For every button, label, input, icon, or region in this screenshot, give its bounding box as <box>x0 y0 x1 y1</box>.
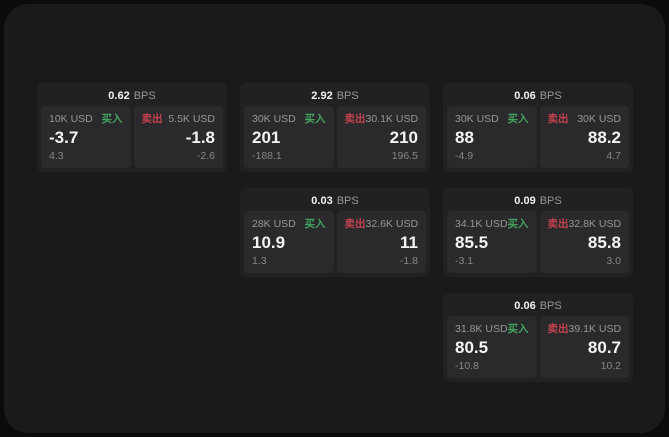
quote-card: 0.03 BPS 28K USD 买入 10.9 1.3 卖出 32.6K USD… <box>240 188 430 277</box>
quotes-panel: 0.62 BPS 10K USD 买入 -3.7 4.3 卖出 5.5K USD … <box>4 4 665 433</box>
buy-delta: -3.1 <box>455 255 474 267</box>
buy-quote-tile[interactable]: 30K USD 买入 88 -4.9 <box>447 106 537 168</box>
spread-bps-value: 0.09 <box>514 195 536 207</box>
spread-header: 0.06 BPS <box>447 87 629 106</box>
spread-header: 0.09 BPS <box>447 192 629 211</box>
buy-quote-tile[interactable]: 34.1K USD 买入 85.5 -3.1 <box>447 211 537 273</box>
buy-amount: 28K USD <box>252 218 296 230</box>
sell-delta: -1.8 <box>399 255 418 267</box>
sell-tag: 卖出 <box>547 113 569 125</box>
spread-header: 2.92 BPS <box>244 87 426 106</box>
sell-quote-tile[interactable]: 卖出 5.5K USD -1.8 -2.6 <box>133 106 223 168</box>
buy-delta: -4.9 <box>455 150 474 162</box>
spread-bps-unit: BPS <box>133 90 156 102</box>
sell-price: 210 <box>389 128 418 147</box>
spread-bps-value: 2.92 <box>311 90 333 102</box>
buy-delta: 1.3 <box>252 255 267 267</box>
sell-delta: 4.7 <box>606 150 621 162</box>
sell-amount: 30.1K USD <box>365 113 419 125</box>
spread-bps-value: 0.06 <box>514 300 536 312</box>
buy-delta: -10.8 <box>455 360 479 372</box>
sell-tag: 卖出 <box>344 218 366 230</box>
buy-price: 80.5 <box>455 338 489 357</box>
buy-delta: 4.3 <box>49 150 64 162</box>
quote-card: 0.09 BPS 34.1K USD 买入 85.5 -3.1 卖出 32.8K … <box>443 188 633 277</box>
quote-card: 0.06 BPS 30K USD 买入 88 -4.9 卖出 30K USD 88… <box>443 83 633 172</box>
sell-amount: 30K USD <box>577 113 621 125</box>
spread-bps-unit: BPS <box>539 300 562 312</box>
buy-quote-tile[interactable]: 10K USD 买入 -3.7 4.3 <box>41 106 131 168</box>
buy-quote-tile[interactable]: 31.8K USD 买入 80.5 -10.8 <box>447 316 537 378</box>
spread-header: 0.06 BPS <box>447 297 629 316</box>
sell-delta: -2.6 <box>196 150 215 162</box>
sell-tag: 卖出 <box>141 113 163 125</box>
spread-bps-value: 0.03 <box>311 195 333 207</box>
buy-amount: 30K USD <box>455 113 499 125</box>
quote-card: 0.06 BPS 31.8K USD 买入 80.5 -10.8 卖出 39.1K… <box>443 293 633 382</box>
sell-amount: 32.6K USD <box>365 218 419 230</box>
buy-quote-tile[interactable]: 28K USD 买入 10.9 1.3 <box>244 211 334 273</box>
quote-card: 0.62 BPS 10K USD 买入 -3.7 4.3 卖出 5.5K USD … <box>37 83 227 172</box>
sell-quote-tile[interactable]: 卖出 30.1K USD 210 196.5 <box>336 106 426 168</box>
sell-tag: 卖出 <box>547 323 569 335</box>
buy-tag: 买入 <box>507 113 529 125</box>
buy-amount: 10K USD <box>49 113 93 125</box>
spread-bps-unit: BPS <box>539 195 562 207</box>
spread-header: 0.62 BPS <box>41 87 223 106</box>
buy-amount: 30K USD <box>252 113 296 125</box>
sell-amount: 39.1K USD <box>568 323 622 335</box>
sell-delta: 196.5 <box>391 150 418 162</box>
sell-tag: 卖出 <box>344 113 366 125</box>
sell-amount: 32.8K USD <box>568 218 622 230</box>
spread-header: 0.03 BPS <box>244 192 426 211</box>
sell-price: 80.7 <box>587 338 621 357</box>
sell-price: 11 <box>400 233 418 252</box>
quote-cards-grid: 0.62 BPS 10K USD 买入 -3.7 4.3 卖出 5.5K USD … <box>37 83 633 382</box>
buy-tag: 买入 <box>101 113 123 125</box>
spread-bps-unit: BPS <box>539 90 562 102</box>
spread-bps-value: 0.62 <box>108 90 130 102</box>
sell-tag: 卖出 <box>547 218 569 230</box>
spread-bps-value: 0.06 <box>514 90 536 102</box>
sell-quote-tile[interactable]: 卖出 32.8K USD 85.8 3.0 <box>539 211 629 273</box>
buy-price: 201 <box>252 128 281 147</box>
sell-delta: 10.2 <box>600 360 621 372</box>
buy-amount: 34.1K USD <box>455 218 508 230</box>
sell-quote-tile[interactable]: 卖出 30K USD 88.2 4.7 <box>539 106 629 168</box>
buy-delta: -188.1 <box>252 150 282 162</box>
buy-price: 85.5 <box>455 233 489 252</box>
buy-price: 88 <box>455 128 474 147</box>
spread-bps-unit: BPS <box>336 195 359 207</box>
buy-amount: 31.8K USD <box>455 323 508 335</box>
buy-price: -3.7 <box>49 128 79 147</box>
buy-tag: 买入 <box>507 218 529 230</box>
sell-price: 85.8 <box>587 233 621 252</box>
sell-quote-tile[interactable]: 卖出 32.6K USD 11 -1.8 <box>336 211 426 273</box>
sell-amount: 5.5K USD <box>168 113 215 125</box>
buy-quote-tile[interactable]: 30K USD 买入 201 -188.1 <box>244 106 334 168</box>
spread-bps-unit: BPS <box>336 90 359 102</box>
buy-price: 10.9 <box>252 233 286 252</box>
sell-price: -1.8 <box>185 128 215 147</box>
buy-tag: 买入 <box>507 323 529 335</box>
sell-quote-tile[interactable]: 卖出 39.1K USD 80.7 10.2 <box>539 316 629 378</box>
sell-delta: 3.0 <box>606 255 621 267</box>
buy-tag: 买入 <box>304 218 326 230</box>
sell-price: 88.2 <box>587 128 621 147</box>
quote-card: 2.92 BPS 30K USD 买入 201 -188.1 卖出 30.1K U… <box>240 83 430 172</box>
buy-tag: 买入 <box>304 113 326 125</box>
